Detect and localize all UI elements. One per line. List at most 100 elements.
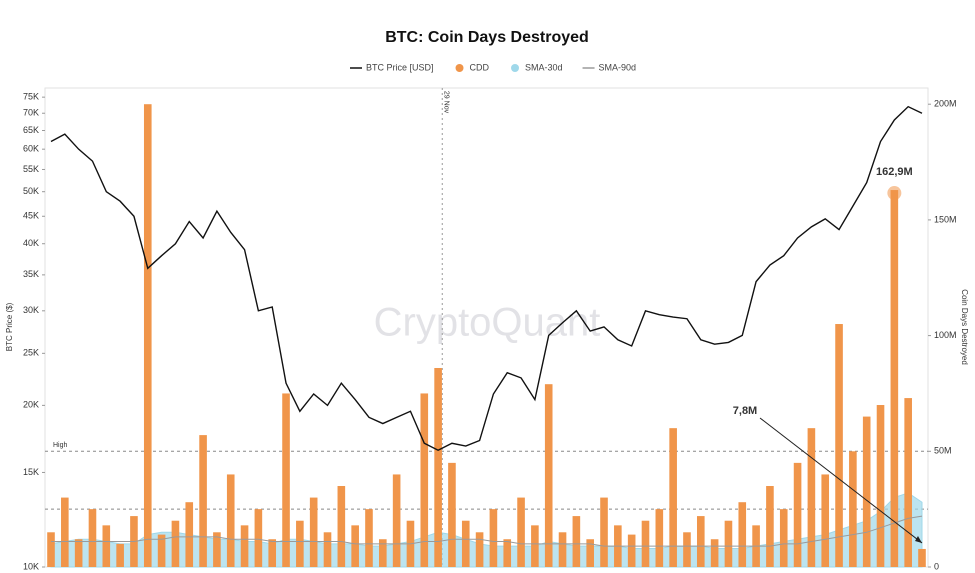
cdd-bar	[365, 509, 373, 567]
cdd-bar	[835, 324, 843, 567]
y-tick-label: 55K	[23, 164, 39, 174]
cdd-bar	[88, 509, 97, 567]
y-tick-label: 40K	[23, 238, 39, 248]
cdd-bar	[143, 104, 152, 568]
cdd-bar	[918, 548, 926, 567]
cdd-bar	[226, 474, 235, 567]
y-tick-label: 65K	[23, 125, 39, 135]
legend-label: BTC Price [USD]	[366, 62, 434, 72]
cdd-bar	[254, 509, 263, 567]
cdd-bar	[641, 520, 650, 567]
price-line	[50, 105, 923, 452]
cdd-bar	[876, 405, 885, 567]
cdd-bar	[669, 428, 677, 567]
y-tick-label: 50K	[23, 186, 39, 196]
legend-swatch	[455, 64, 464, 72]
cdd-bar	[296, 520, 304, 567]
y-tick-label: 10K	[23, 561, 39, 571]
cdd-bar	[74, 539, 83, 567]
value-label: 162,9M	[876, 166, 913, 178]
y-axis-title: BTC Price ($)	[5, 302, 14, 351]
cdd-bar	[434, 367, 442, 567]
cdd-bar	[890, 190, 899, 567]
cdd-bar	[724, 520, 733, 567]
y-tick-label: 35K	[23, 269, 39, 279]
y-tick-label: 70K	[23, 108, 39, 118]
cdd-bar	[655, 509, 664, 567]
watermark: CryptoQuant	[374, 301, 601, 345]
cdd-bar	[213, 532, 221, 567]
annotation-arrow	[759, 417, 923, 544]
cdd-bar	[779, 509, 788, 567]
cdd-bar	[240, 525, 249, 567]
legend-label: CDD	[470, 62, 490, 72]
y2-axis-title: Coin Days Destroyed	[960, 289, 969, 365]
y2-tick-label: 100M	[934, 330, 957, 340]
cdd-bar	[627, 534, 636, 567]
cdd-bar	[766, 486, 774, 567]
cdd-bar	[268, 539, 277, 567]
cdd-bar	[171, 520, 180, 567]
cdd-bar	[157, 534, 166, 567]
reference-label: High	[53, 442, 68, 449]
cdd-bar	[47, 532, 55, 567]
cdd-bar	[572, 516, 581, 567]
cdd-bar	[738, 502, 747, 567]
cdd-bar	[904, 398, 912, 567]
cdd-bar	[185, 502, 194, 567]
cdd-bar	[448, 462, 456, 567]
cdd-bar	[379, 539, 387, 567]
cdd-bar	[489, 509, 498, 567]
sma-line	[51, 515, 923, 547]
cdd-bar	[849, 451, 857, 567]
cdd-bar	[531, 525, 539, 567]
plot-area	[44, 87, 929, 568]
cdd-bar	[544, 384, 553, 567]
cdd-bar	[600, 497, 608, 567]
cdd-bar	[503, 539, 512, 567]
cdd-bar	[102, 525, 111, 567]
y-tick-label: 20K	[23, 400, 39, 410]
legend-swatch	[511, 64, 520, 72]
cdd-bar	[683, 532, 691, 567]
cdd-bar	[337, 486, 346, 567]
cdd-bar	[475, 532, 484, 567]
legend-label: SMA-90d	[599, 62, 637, 72]
arrow-head	[915, 535, 922, 543]
cdd-bar	[61, 497, 69, 567]
highlight-dot	[887, 186, 902, 201]
cdd-bar	[710, 539, 719, 567]
legend-label: SMA-30d	[525, 62, 563, 72]
value-label: 7,8M	[733, 405, 757, 417]
y-tick-label: 30K	[23, 305, 39, 315]
date-marker-label: 29 Nov	[442, 91, 449, 114]
y2-tick-label: 0	[934, 561, 939, 571]
y2-tick-label: 50M	[934, 446, 952, 456]
cdd-bar	[309, 497, 318, 567]
y-tick-label: 45K	[23, 211, 39, 221]
cdd-bar	[807, 428, 816, 567]
cdd-bar	[116, 543, 124, 567]
cdd-bar	[821, 474, 830, 567]
cdd-bar	[199, 435, 207, 567]
cdd-bar	[392, 474, 401, 567]
y2-tick-label: 200M	[934, 99, 957, 109]
y2-tick-label: 150M	[934, 214, 957, 224]
cdd-bar	[420, 393, 429, 567]
cdd-bar	[351, 525, 359, 567]
cdd-bar	[282, 393, 290, 567]
cdd-bar	[558, 532, 567, 567]
chart-title: BTC: Coin Days Destroyed	[385, 29, 589, 46]
y-tick-label: 75K	[23, 92, 39, 102]
cdd-bar	[696, 516, 705, 567]
y-tick-label: 15K	[23, 467, 39, 477]
cdd-bar	[461, 520, 470, 567]
y-tick-label: 25K	[23, 348, 39, 358]
cdd-bar	[323, 532, 332, 567]
cdd-bar	[793, 462, 802, 567]
cdd-bar	[586, 539, 594, 567]
cdd-bar	[862, 416, 871, 567]
y-tick-label: 60K	[23, 144, 39, 154]
cdd-bar	[517, 497, 525, 567]
